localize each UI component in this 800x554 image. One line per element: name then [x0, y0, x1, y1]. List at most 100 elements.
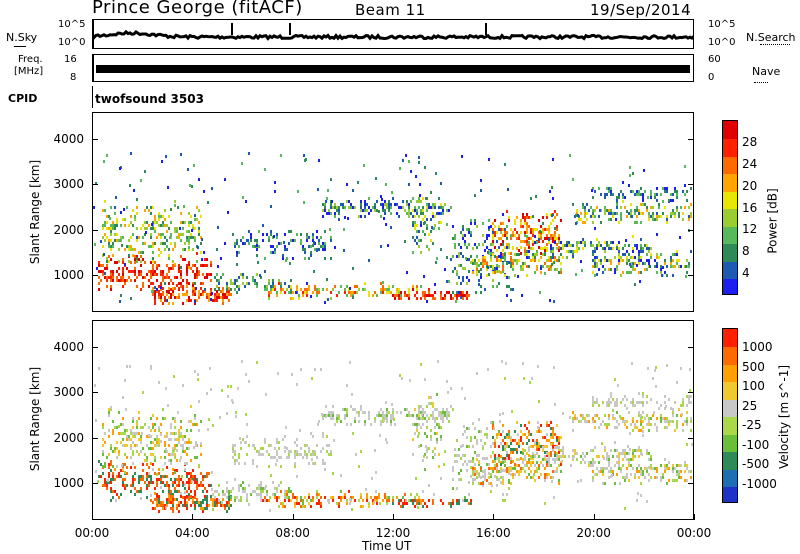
nave-tick-top: 60 — [708, 54, 721, 65]
power-colorbar-tick: 16 — [742, 200, 758, 215]
power-ytick-mark — [92, 229, 98, 231]
velocity-colorbar-segment — [723, 416, 737, 435]
xtick-label: 16:00 — [476, 526, 511, 540]
station-title: Prince George (fitACF) — [92, 0, 303, 18]
power-colorbar-tick: 24 — [742, 156, 758, 171]
velocity-colorbar — [722, 328, 738, 503]
velocity-colorbar-label: Velocity [m s^-1] — [777, 364, 792, 470]
velocity-ytick-label: 1000 — [53, 475, 84, 490]
velocity-colorbar-tick: -100 — [742, 437, 770, 452]
power-colorbar-segment — [723, 191, 737, 209]
power-colorbar-segment — [723, 261, 737, 279]
velocity-colorbar-tick: -500 — [742, 457, 770, 472]
freq-trace — [92, 54, 690, 82]
power-colorbar-tick: 8 — [742, 244, 750, 259]
velocity-ytick-mark-right — [688, 437, 694, 439]
velocity-ytick-mark — [92, 392, 98, 394]
cpid-marker — [92, 86, 93, 108]
velocity-ylabel: Slant Range [km] — [28, 366, 43, 472]
xtick-mark — [593, 514, 595, 520]
noise-tick-bottom-right: 10^0 — [708, 37, 736, 48]
xtick-label: 08:00 — [275, 526, 310, 540]
power-plot-frame — [92, 112, 694, 312]
cpid-value: twofsound 3503 — [95, 92, 204, 106]
xtick-mark — [192, 514, 194, 520]
cpid-label: CPID — [8, 92, 38, 105]
freq-tick-top: 16 — [64, 54, 77, 65]
power-colorbar-tick: 4 — [742, 266, 750, 281]
noise-line — [92, 29, 694, 41]
velocity-ytick-mark-right — [688, 347, 694, 349]
velocity-colorbar-segment — [723, 469, 737, 487]
xtick-mark — [393, 514, 394, 520]
velocity-colorbar-segment — [723, 329, 737, 347]
noise-left-underline — [14, 46, 26, 47]
xtick-label: 20:00 — [576, 526, 611, 540]
power-ytick-mark — [92, 274, 98, 276]
power-colorbar-segment — [723, 226, 737, 244]
power-ytick-mark-right — [688, 229, 694, 231]
power-ytick-label: 3000 — [53, 177, 84, 192]
noise-tick-bottom: 10^0 — [58, 37, 86, 48]
xtick-mark — [694, 514, 695, 520]
velocity-plot — [94, 360, 693, 513]
power-plot — [93, 152, 692, 305]
velocity-colorbar-tick: 500 — [742, 359, 765, 374]
power-colorbar-segment — [723, 208, 737, 227]
velocity-colorbar-segment — [723, 451, 737, 470]
power-ytick-label: 2000 — [53, 222, 84, 237]
xtick-label: 04:00 — [175, 526, 210, 540]
xtick-label: 12:00 — [375, 526, 411, 540]
velocity-colorbar-segment — [723, 486, 737, 502]
xtick-mark — [493, 514, 495, 520]
velocity-colorbar-segment — [723, 346, 737, 365]
velocity-ytick-label: 4000 — [53, 340, 84, 355]
xtick-label: 00:00 — [676, 526, 712, 540]
date-title: 19/Sep/2014 — [590, 1, 692, 19]
freq-band — [96, 65, 690, 73]
power-colorbar-label: Power [dB] — [765, 188, 780, 254]
xtick-label: 00:00 — [74, 526, 110, 540]
velocity-colorbar-tick: -1000 — [742, 476, 777, 491]
velocity-ytick-label: 2000 — [53, 430, 84, 445]
power-colorbar-tick: 12 — [742, 222, 758, 237]
noise-trace — [92, 19, 694, 49]
velocity-ytick-mark — [92, 347, 98, 349]
noise-tick-top: 10^5 — [58, 19, 86, 30]
power-colorbar-segment — [723, 173, 737, 192]
power-ytick-mark-right — [688, 139, 694, 141]
power-colorbar-segment — [723, 138, 737, 157]
velocity-colorbar-tick: 1000 — [742, 340, 773, 355]
noise-right-dots — [760, 44, 790, 45]
power-colorbar-tick: 20 — [742, 178, 758, 193]
power-colorbar-segment — [723, 121, 737, 139]
power-colorbar — [722, 120, 738, 295]
nave-tick-bottom: 0 — [708, 72, 715, 83]
freq-label-2: [MHz] — [14, 66, 44, 77]
power-colorbar-segment — [723, 243, 737, 262]
power-ytick-mark — [92, 139, 98, 141]
velocity-ytick-mark-right — [688, 392, 694, 394]
xaxis-label: Time UT — [362, 539, 412, 553]
velocity-colorbar-tick: 25 — [742, 398, 758, 413]
velocity-colorbar-segment — [723, 364, 737, 382]
velocity-colorbar-segment — [723, 399, 737, 417]
power-colorbar-tick: 28 — [742, 134, 758, 149]
velocity-ytick-mark — [92, 482, 98, 484]
velocity-colorbar-tick: -25 — [742, 418, 762, 433]
velocity-ytick-mark-right — [688, 482, 694, 484]
power-colorbar-segment — [723, 156, 737, 174]
power-ytick-label: 4000 — [53, 132, 84, 147]
velocity-ytick-mark — [92, 437, 98, 439]
velocity-colorbar-segment — [723, 381, 737, 400]
noise-right-label: N.Search — [746, 31, 796, 44]
velocity-colorbar-tick: 100 — [742, 379, 765, 394]
power-ylabel: Slant Range [km] — [28, 159, 43, 265]
freq-label-1: Freq. — [18, 54, 43, 65]
freq-tick-bottom: 8 — [70, 72, 77, 83]
beam-title: Beam 11 — [355, 1, 426, 19]
power-ytick-mark-right — [688, 274, 694, 276]
velocity-echoes — [94, 360, 693, 513]
power-ytick-mark-right — [688, 184, 694, 186]
power-ytick-label: 1000 — [53, 267, 84, 282]
